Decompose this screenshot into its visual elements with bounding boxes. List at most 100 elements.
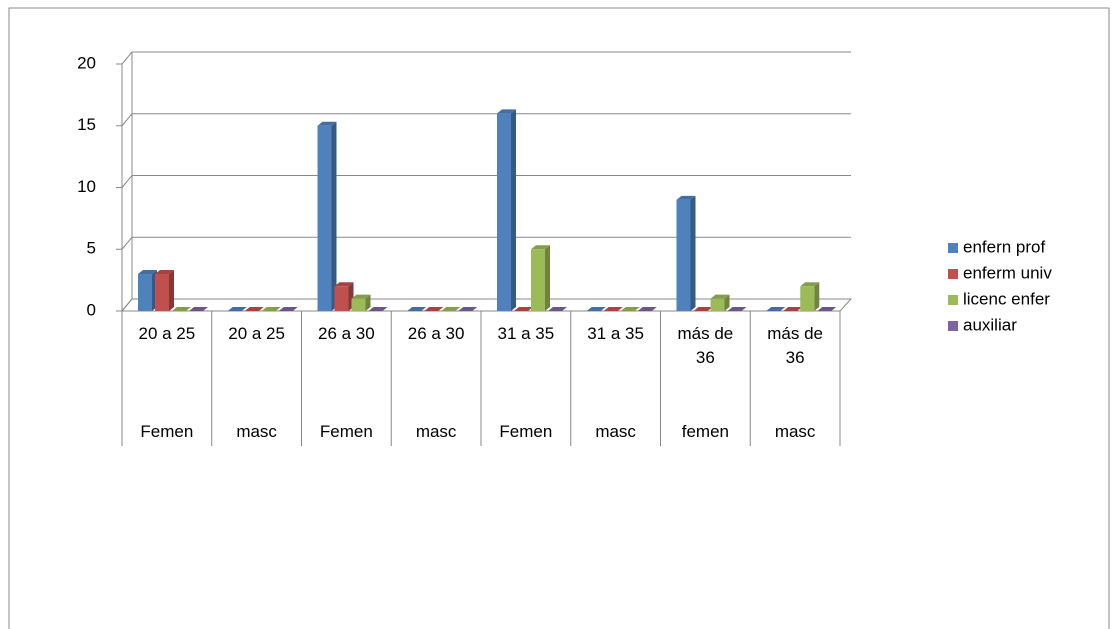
- x-tick-label: 31 a 35: [497, 324, 555, 343]
- bar: [189, 307, 208, 311]
- bar: [424, 307, 444, 311]
- legend-label: enfern prof: [963, 237, 1045, 256]
- bar-top: [317, 121, 337, 126]
- bar: [334, 282, 354, 311]
- bar-top: [155, 269, 174, 274]
- bar: [800, 282, 820, 311]
- y-tick-label: 0: [87, 300, 96, 319]
- chart-border: [8, 7, 1110, 629]
- bar-front: [676, 199, 691, 311]
- bar-side: [511, 109, 516, 312]
- bar: [727, 307, 747, 311]
- bar-top: [727, 307, 747, 311]
- bar: [138, 269, 157, 311]
- bar: [603, 307, 623, 311]
- bar-top: [441, 307, 461, 311]
- bar-top: [261, 307, 281, 311]
- bar-top: [603, 307, 623, 311]
- legend-swatch: [948, 295, 958, 305]
- bar: [368, 307, 388, 311]
- bar: [620, 307, 640, 311]
- bar-top: [278, 307, 298, 311]
- bar: [244, 307, 264, 311]
- y-tick-label: 5: [87, 239, 96, 258]
- x-group-label: Femen: [140, 422, 194, 441]
- bar-top: [458, 307, 478, 311]
- bar-top: [424, 307, 444, 311]
- bar: [710, 294, 730, 311]
- bar-side: [724, 294, 730, 311]
- bar: [155, 269, 174, 311]
- x-tick-label: 20 a 25: [138, 324, 196, 343]
- bar: [227, 307, 247, 311]
- x-tick-label: 26 a 30: [407, 324, 465, 343]
- bar: [676, 195, 696, 311]
- bar: [497, 109, 516, 312]
- bar-top: [637, 307, 657, 311]
- bar-front: [710, 298, 725, 311]
- bar-top: [351, 294, 371, 299]
- bar-top: [766, 307, 786, 311]
- legend-label: enferm univ: [963, 263, 1052, 282]
- bar-top: [497, 109, 516, 114]
- bar-side: [331, 121, 337, 311]
- bar-top: [783, 307, 803, 311]
- bar-front: [497, 113, 511, 312]
- grid-line: [121, 113, 133, 127]
- bar-front: [138, 273, 152, 311]
- legend-swatch: [948, 243, 958, 253]
- x-tick-label: 26 a 30: [318, 324, 375, 343]
- bar-top: [172, 307, 191, 311]
- bar-top: [800, 282, 820, 287]
- y-tick-label: 10: [77, 177, 96, 196]
- bar-front: [800, 286, 815, 311]
- bar: [693, 307, 713, 311]
- bar: [766, 307, 786, 311]
- bar-top: [817, 307, 837, 311]
- x-tick-label: 31 a 35: [587, 324, 644, 343]
- bar: [783, 307, 803, 311]
- bar: [548, 307, 567, 311]
- bar-front: [334, 286, 349, 311]
- bar-front: [531, 249, 545, 311]
- x-group-label: Femen: [319, 422, 373, 441]
- legend-swatch: [948, 321, 958, 331]
- x-group-label: masc: [415, 422, 457, 441]
- bar-side: [690, 195, 696, 311]
- y-tick-label: 15: [77, 115, 96, 134]
- x-group-label: masc: [774, 422, 816, 441]
- bar-side: [169, 269, 174, 311]
- bar-top: [676, 195, 696, 200]
- bar: [351, 294, 371, 311]
- bar: [441, 307, 461, 311]
- x-group-label: femen: [681, 422, 729, 441]
- legend-label: auxiliar: [963, 315, 1017, 334]
- bar: [458, 307, 478, 311]
- bar-side: [365, 294, 371, 311]
- grid-line: [121, 175, 133, 188]
- bar-top: [586, 307, 606, 311]
- x-group-label: Femen: [499, 422, 553, 441]
- bar-top: [189, 307, 208, 311]
- grid-line: [121, 51, 133, 65]
- bar-top: [548, 307, 567, 311]
- legend-label: licenc enfer: [963, 289, 1050, 308]
- bar: [514, 307, 533, 311]
- bar-front: [155, 273, 169, 311]
- bar-top: [710, 294, 730, 299]
- bar-front: [317, 125, 332, 311]
- bar: [317, 121, 337, 311]
- bar-side: [814, 282, 820, 311]
- bar-top: [227, 307, 247, 311]
- bar: [586, 307, 606, 311]
- y-tick-label: 20: [77, 53, 96, 72]
- bar-side: [545, 245, 550, 311]
- x-tick-label: más de 36: [767, 324, 823, 367]
- bar-front: [351, 298, 366, 311]
- bar: [531, 245, 550, 311]
- bar-top: [368, 307, 388, 311]
- bar-top: [531, 245, 550, 250]
- bar-top: [244, 307, 264, 311]
